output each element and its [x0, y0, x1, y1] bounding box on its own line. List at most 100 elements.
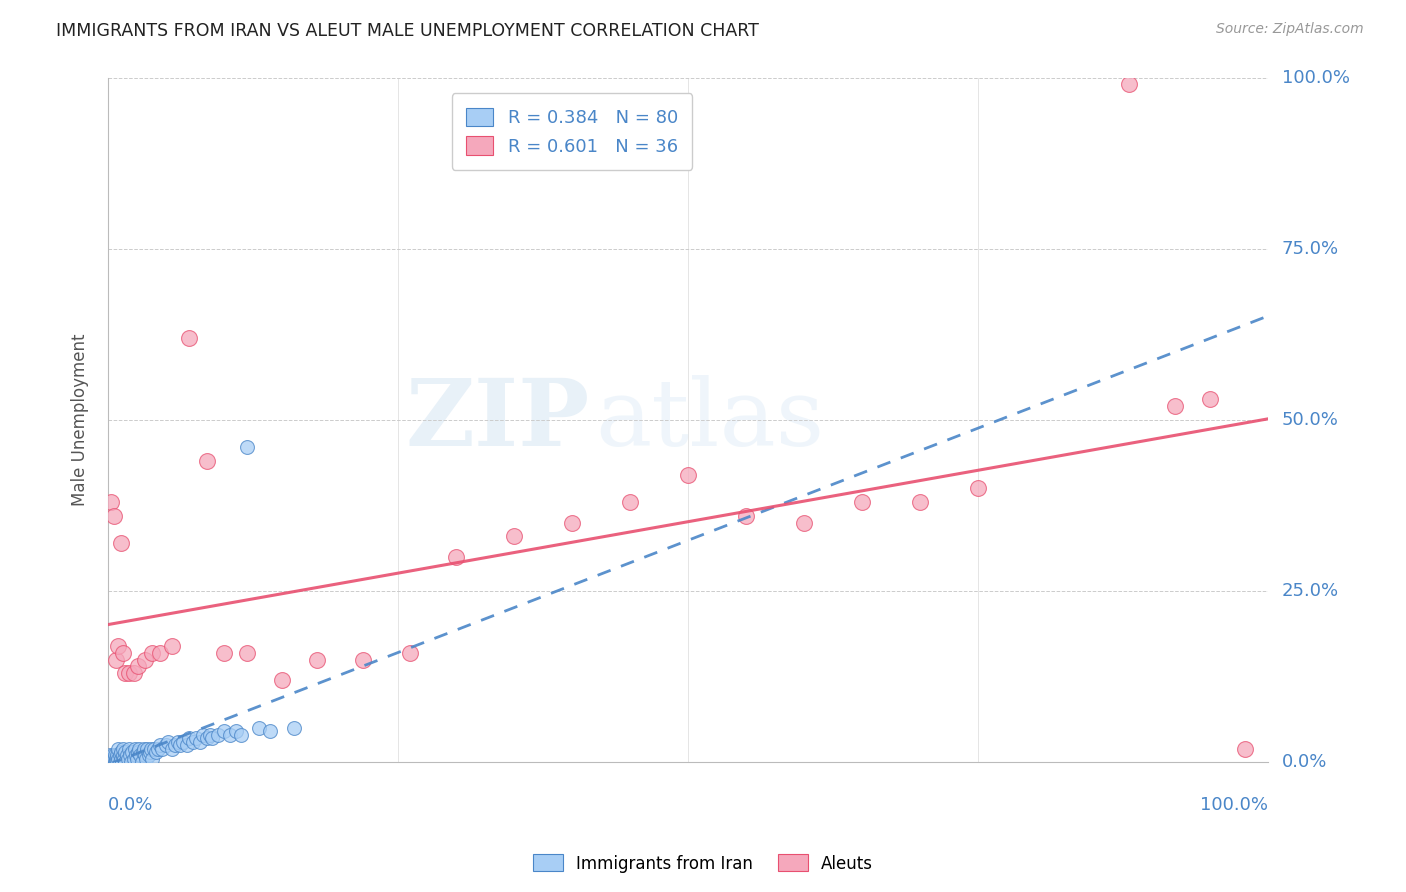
Point [851, 495, 873, 509]
Point [111, 756, 134, 770]
Point [101, 756, 124, 770]
Point [112, 646, 135, 660]
Point [127, 659, 149, 673]
Point [619, 495, 641, 509]
Point [201, 731, 224, 746]
Point [122, 752, 145, 766]
Point [104, 756, 127, 770]
Point [231, 728, 253, 742]
Point [125, 752, 148, 766]
Point [145, 745, 167, 759]
Point [157, 734, 180, 748]
Text: 0.0%: 0.0% [1282, 753, 1327, 772]
Point [118, 748, 141, 763]
Point [114, 745, 136, 759]
Point [352, 652, 374, 666]
Point [218, 728, 240, 742]
Point [134, 748, 156, 763]
Point [100, 756, 122, 770]
Point [908, 495, 931, 509]
Point [118, 741, 141, 756]
Text: 0.0%: 0.0% [108, 797, 153, 814]
Point [1198, 392, 1220, 407]
Point [184, 731, 207, 746]
Point [135, 752, 157, 766]
Point [114, 666, 136, 681]
Point [112, 752, 135, 766]
Point [305, 652, 328, 666]
Point [132, 745, 155, 759]
Point [124, 741, 146, 756]
Point [112, 748, 135, 763]
Point [125, 748, 148, 763]
Point [503, 529, 526, 543]
Point [114, 756, 136, 770]
Point [139, 745, 162, 759]
Point [103, 508, 125, 523]
Point [195, 731, 218, 746]
Point [236, 440, 259, 454]
Point [676, 467, 699, 482]
Point [191, 728, 214, 742]
Y-axis label: Male Unemployment: Male Unemployment [72, 334, 89, 506]
Point [734, 508, 756, 523]
Point [398, 646, 420, 660]
Point [138, 748, 160, 763]
Point [176, 738, 198, 752]
Point [247, 721, 270, 735]
Text: Source: ZipAtlas.com: Source: ZipAtlas.com [1216, 22, 1364, 37]
Point [146, 741, 169, 756]
Point [188, 734, 211, 748]
Text: ZIP: ZIP [405, 375, 589, 465]
Point [108, 756, 131, 770]
Point [115, 748, 138, 763]
Point [103, 752, 125, 766]
Point [1233, 741, 1256, 756]
Point [105, 756, 128, 770]
Point [1118, 78, 1140, 92]
Point [179, 331, 201, 345]
Point [207, 728, 229, 742]
Point [110, 536, 132, 550]
Point [120, 756, 142, 770]
Point [259, 724, 281, 739]
Legend: R = 0.384   N = 80, R = 0.601   N = 36: R = 0.384 N = 80, R = 0.601 N = 36 [451, 94, 692, 170]
Point [105, 652, 128, 666]
Point [118, 666, 141, 681]
Point [181, 734, 204, 748]
Point [128, 741, 150, 756]
Point [110, 752, 132, 766]
Point [793, 516, 815, 530]
Point [132, 741, 155, 756]
Point [212, 646, 235, 660]
Point [104, 748, 127, 763]
Point [198, 728, 221, 742]
Text: 100.0%: 100.0% [1199, 797, 1268, 814]
Point [101, 748, 124, 763]
Point [131, 756, 153, 770]
Point [283, 721, 305, 735]
Point [107, 752, 129, 766]
Point [103, 756, 125, 770]
Point [195, 454, 218, 468]
Point [108, 748, 131, 763]
Point [155, 738, 177, 752]
Point [152, 741, 174, 756]
Point [136, 741, 159, 756]
Point [98, 756, 121, 770]
Point [105, 748, 128, 763]
Point [149, 738, 172, 752]
Point [129, 748, 152, 763]
Point [165, 738, 187, 752]
Point [271, 673, 294, 687]
Point [236, 646, 259, 660]
Point [127, 745, 149, 759]
Point [166, 734, 188, 748]
Point [179, 731, 201, 746]
Point [107, 741, 129, 756]
Text: atlas: atlas [595, 375, 824, 465]
Point [160, 741, 183, 756]
Point [112, 741, 135, 756]
Point [100, 752, 122, 766]
Point [100, 495, 122, 509]
